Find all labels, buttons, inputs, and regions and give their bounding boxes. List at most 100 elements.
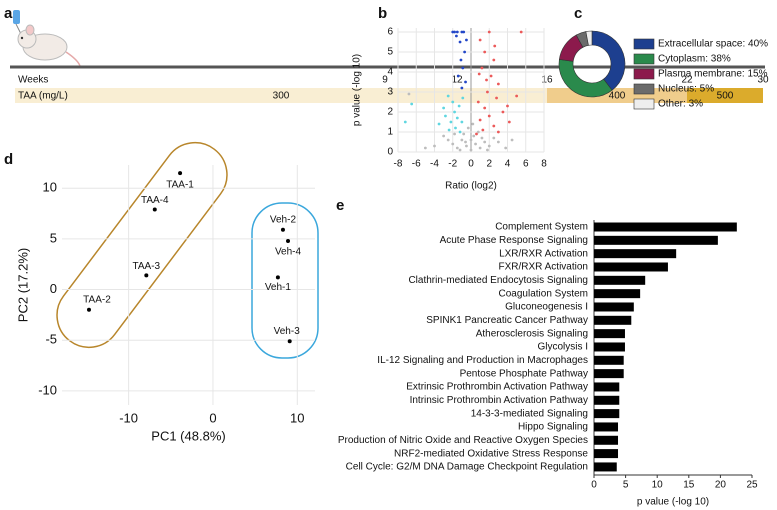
x-tick-label: 5 [623,480,629,491]
point [444,114,447,118]
point [463,50,467,54]
point [423,146,427,150]
x-tick-label: 0 [209,410,216,425]
point [453,30,456,34]
point [476,100,480,104]
category-label: Production of Nitric Oxide and Reactive … [338,435,588,446]
dose-segment [687,88,763,103]
mouse-icon [13,10,81,67]
point [287,339,292,344]
point-label: TAA-4 [141,195,169,206]
point [487,144,491,148]
x-tick-label: -8 [394,159,403,170]
dose-label: 300 [273,91,290,102]
y-axis-label: p value (-log 10) [352,54,363,126]
panel-label: b [378,5,387,22]
point [486,148,489,152]
point [487,30,491,34]
bar [594,369,624,379]
x-tick-label: 9 [382,75,388,86]
veh-group-outline [251,202,319,359]
point [178,171,183,176]
category-label: Pentose Phosphate Pathway [460,368,588,379]
point [461,66,465,70]
panel-label: a [4,5,13,22]
bar [594,302,634,312]
point [455,146,459,150]
point [489,74,493,78]
bar [594,262,668,272]
category-label: SPINK1 Pancreatic Cancer Pathway [426,315,588,326]
bar [594,222,737,232]
bar [594,329,625,339]
x-tick-label: 0 [468,159,474,170]
point [453,132,456,136]
point [446,94,450,98]
legend-label: Plasma membrane: 15% [658,69,768,80]
point [465,38,468,42]
point [446,138,450,142]
point [286,238,291,243]
category-label: Hippo Signaling [518,422,588,433]
y-tick-label: -5 [45,332,57,347]
bar [594,382,620,392]
point [457,104,461,108]
point [515,94,519,98]
category-label: Clathrin-mediated Endocytosis Signaling [408,275,588,286]
category-label: Complement System [495,222,588,233]
point [481,128,485,132]
panel-label: c [574,5,582,22]
x-tick-label: 8 [541,159,547,170]
legend-label: Extracellular space: 40% [658,39,768,50]
bar [594,422,619,432]
y-tick-label: 1 [387,127,393,138]
x-tick-label: 10 [652,480,664,491]
category-label: Intrinsic Prothrombin Activation Pathway [410,395,588,406]
point [492,124,496,128]
donut-slice [585,30,593,46]
category-label: 14-3-3-mediated Signaling [471,408,588,419]
point [492,136,496,140]
bar [594,395,620,405]
point [442,134,446,138]
point [458,40,462,44]
x-axis-label: Weeks [18,75,48,86]
bar [594,342,625,352]
x-tick-label: 10 [290,410,304,425]
point [447,128,451,132]
point [459,58,463,62]
point [519,30,523,34]
point [506,104,509,108]
point [496,140,500,144]
x-axis-label: Ratio (log2) [445,181,497,192]
point [275,275,280,280]
point [483,140,487,144]
row-label: TAA (mg/L) [18,91,68,102]
category-label: Acute Phase Response Signaling [440,235,588,246]
legend-swatch [633,53,655,65]
x-tick-label: -10 [119,410,138,425]
category-label: LXR/RXR Activation [499,248,588,259]
x-tick-label: 16 [541,75,553,86]
legend-swatch [633,68,655,80]
point [144,273,149,278]
point [455,34,458,38]
x-tick-label: 20 [715,480,727,491]
point [461,96,465,100]
point [477,72,481,76]
point [487,114,491,118]
y-tick-label: 5 [387,47,393,58]
point-label: Veh-3 [274,326,301,337]
point [442,106,446,110]
point [433,144,436,148]
point [410,102,414,106]
point [280,227,285,232]
point [478,38,482,42]
x-tick-label: 30 [757,75,769,86]
point [478,118,482,122]
point [476,130,480,134]
point [460,120,464,124]
point [480,136,484,140]
point [475,132,478,136]
legend-swatch [633,38,655,50]
